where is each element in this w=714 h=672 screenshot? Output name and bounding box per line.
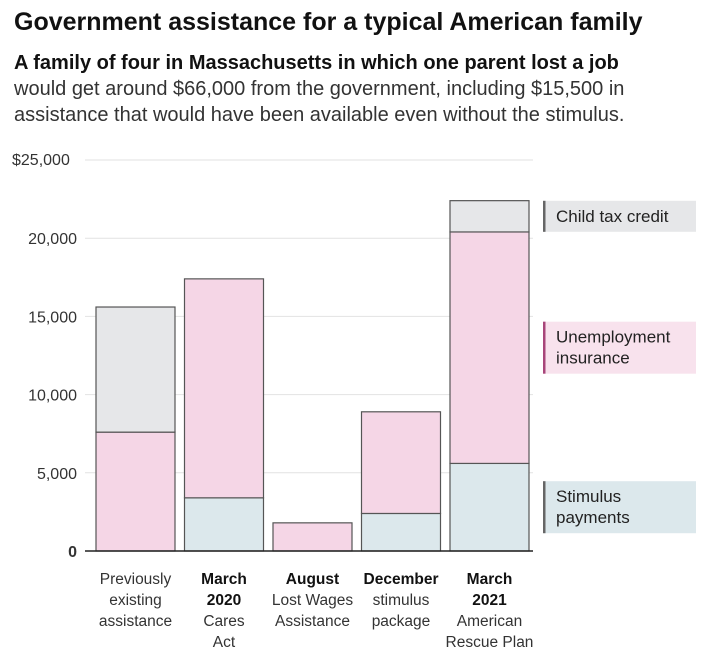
- y-tick-label: 15,000: [28, 309, 77, 326]
- x-category-label: 2020: [207, 592, 241, 609]
- bar-segment-unemployment: [95, 431, 176, 552]
- y-tick-label: 0: [68, 544, 77, 561]
- x-category-label: American: [457, 613, 522, 630]
- bar-segment-unemployment: [360, 411, 442, 515]
- x-category-label: December: [364, 571, 439, 588]
- legend-label: Stimulus: [556, 487, 621, 506]
- x-category-label: Assistance: [275, 613, 350, 630]
- x-category-label: August: [286, 571, 339, 588]
- bar-segment-stimulus: [360, 512, 442, 552]
- bar-segment-stimulus: [183, 497, 265, 552]
- subtitle-body: would get around $66,000 from the govern…: [14, 78, 625, 126]
- y-tick-label: 10,000: [28, 388, 77, 405]
- x-category-label: stimulus: [373, 592, 430, 609]
- x-category-label: March: [201, 571, 247, 588]
- y-tick-label: $25,000: [12, 152, 70, 169]
- legend-label: payments: [556, 508, 630, 527]
- y-tick-label: 5,000: [37, 466, 77, 483]
- x-category-label: package: [372, 613, 431, 630]
- x-category-label: Previously: [100, 571, 172, 588]
- legend-marker: [543, 200, 546, 232]
- bar-segment-unemployment: [272, 522, 353, 552]
- x-category-label: assistance: [99, 613, 172, 630]
- x-category-label: Rescue Plan: [446, 634, 534, 651]
- x-category-label: Cares: [203, 613, 245, 630]
- legend-swatch-unemployment: [543, 321, 696, 374]
- bar-segment-child-tax: [449, 200, 530, 233]
- bar-segment-unemployment: [183, 278, 265, 499]
- legend-marker: [543, 321, 546, 374]
- legend-swatch-stimulus: [543, 481, 696, 534]
- subtitle-lead: A family of four in Massachusetts in whi…: [14, 52, 619, 74]
- bar-segment-unemployment: [449, 231, 530, 465]
- bar-segment-stimulus: [449, 462, 530, 552]
- bar-segment-previous: [95, 306, 176, 433]
- x-category-label: Act: [213, 634, 236, 651]
- x-category-label: Lost Wages: [272, 592, 354, 609]
- legend-marker: [543, 481, 546, 534]
- legend-swatch-child-tax: [543, 200, 696, 232]
- chart-subtitle: A family of four in Massachusetts in whi…: [14, 50, 704, 128]
- y-tick-label: 20,000: [28, 231, 77, 248]
- legend-label: Child tax credit: [556, 207, 669, 226]
- legend-label: Unemployment: [556, 328, 671, 347]
- x-category-label: March: [467, 571, 513, 588]
- x-category-label: existing: [109, 592, 162, 609]
- legend-label: insurance: [556, 349, 630, 368]
- chart-title: Government assistance for a typical Amer…: [14, 8, 643, 36]
- x-category-label: 2021: [472, 592, 507, 609]
